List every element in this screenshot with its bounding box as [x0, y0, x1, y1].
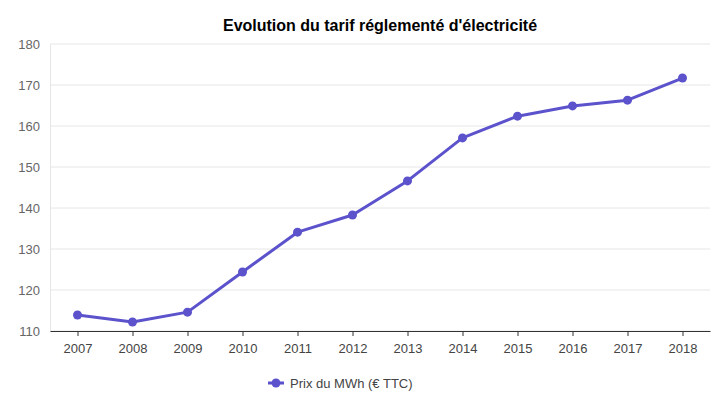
y-axis-line [50, 45, 51, 332]
x-tick: 2010 [229, 331, 258, 356]
x-tick: 2015 [504, 331, 533, 356]
marker [73, 311, 82, 320]
x-tick: 2011 [284, 331, 312, 356]
x-tick-label: 2013 [394, 341, 423, 356]
x-tick-label: 2007 [64, 341, 93, 356]
marker [623, 96, 632, 105]
x-tick-label: 2008 [119, 341, 148, 356]
line [78, 78, 683, 322]
x-tick: 2008 [119, 331, 148, 356]
x-tick-mark [683, 331, 684, 336]
chart: Evolution du tarif réglementé d'électric… [0, 0, 720, 402]
legend-label: Prix du MWh (€ TTC) [290, 376, 413, 391]
grid-line [50, 290, 710, 291]
y-tick: 160 [18, 119, 50, 134]
x-tick: 2018 [669, 331, 698, 356]
y-tick: 130 [18, 242, 50, 257]
marker [183, 308, 192, 317]
y-tick-label: 110 [19, 324, 40, 339]
y-tick: 120 [18, 283, 50, 298]
y-tick-label: 160 [18, 119, 40, 134]
y-tick: 170 [18, 78, 50, 93]
x-tick: 2012 [339, 331, 368, 356]
y-tick: 180 [18, 37, 50, 52]
x-tick-label: 2009 [174, 341, 203, 356]
x-tick-label: 2011 [284, 341, 312, 356]
x-tick-mark [518, 331, 519, 336]
x-tick: 2014 [449, 331, 478, 356]
x-tick-label: 2016 [559, 341, 588, 356]
marker [128, 317, 137, 326]
plot-area [73, 74, 687, 327]
x-tick-mark [298, 331, 299, 336]
x-tick-label: 2012 [339, 341, 368, 356]
marker [348, 210, 357, 219]
y-tick: 150 [18, 160, 50, 175]
y-tick-label: 120 [18, 283, 40, 298]
grid-line [50, 85, 710, 86]
x-tick-label: 2014 [449, 341, 478, 356]
y-tick-label: 150 [18, 160, 40, 175]
y-tick: 140 [18, 201, 50, 216]
x-tick-mark [78, 331, 79, 336]
title: Evolution du tarif réglementé d'électric… [223, 17, 537, 34]
y-tick-label: 130 [18, 242, 40, 257]
y-tick: 110 [19, 324, 50, 339]
x-tick: 2013 [394, 331, 423, 356]
x-tick-label: 2010 [229, 341, 258, 356]
x-tick-mark [133, 331, 134, 336]
grid [50, 44, 710, 331]
x-axis-line [51, 331, 711, 332]
marker [238, 267, 247, 276]
x-tick-mark [188, 331, 189, 336]
x-tick: 2017 [614, 331, 643, 356]
y-tick-label: 140 [18, 201, 40, 216]
x-tick-label: 2015 [504, 341, 533, 356]
x-tick-mark [463, 331, 464, 336]
x-axis: 2007 2008 2009 2010 2011 2012 2013 2014 2015 2016… [51, 331, 711, 356]
legend-marker [272, 379, 281, 388]
y-tick-label: 180 [18, 37, 40, 52]
legend: Prix du MWh (€ TTC) [268, 376, 413, 391]
y-tick-label: 170 [18, 78, 40, 93]
marker [678, 74, 687, 83]
x-tick: 2016 [559, 331, 588, 356]
grid-line [50, 249, 710, 250]
grid-line [50, 331, 710, 332]
x-tick: 2009 [174, 331, 203, 356]
grid-line [50, 167, 710, 168]
x-tick: 2007 [64, 331, 93, 356]
x-tick-mark [573, 331, 574, 336]
marker [513, 112, 522, 121]
x-tick-label: 2017 [614, 341, 643, 356]
x-tick-mark [243, 331, 244, 336]
x-tick-label: 2018 [669, 341, 698, 356]
x-tick-mark [408, 331, 409, 336]
grid-line [50, 208, 710, 209]
marker [458, 133, 467, 142]
grid-line [50, 44, 710, 45]
marker [293, 228, 302, 237]
x-tick-mark [628, 331, 629, 336]
y-axis: 110 120 130 140 150 160 170 180 [18, 37, 50, 339]
marker [568, 101, 577, 110]
grid-line [50, 126, 710, 127]
marker [403, 176, 412, 185]
x-tick-mark [353, 331, 354, 336]
